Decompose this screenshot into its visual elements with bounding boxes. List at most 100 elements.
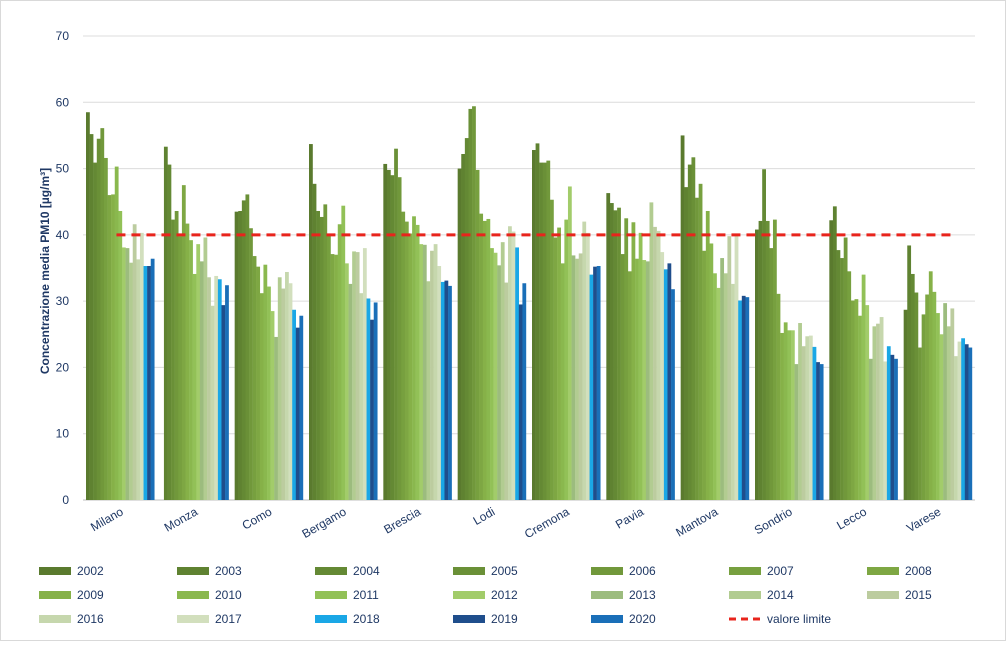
bar-sondrio-2006 [769,248,774,500]
bar-como-2002 [234,211,239,500]
legend-label: 2016 [77,612,104,626]
bar-brescia-2018 [440,281,445,500]
bar-bergamo-2015 [355,252,360,500]
bar-brescia-2019 [444,280,449,500]
bar-varese-2005 [914,292,919,500]
bar-milano-2007 [103,157,108,500]
bar-monza-2004 [167,164,172,500]
bar-cremona-2016 [582,221,587,500]
legend-swatch [591,591,623,599]
bar-mantova-2010 [709,243,714,500]
bar-mantova-2002 [680,135,685,500]
bar-sondrio-2004 [762,169,766,501]
bar-pavia-2004 [613,210,618,500]
bar-cremona-2010 [560,263,565,500]
bar-bergamo-2011 [341,205,346,500]
bar-como-2008 [256,266,261,500]
bar-como-2004 [241,200,246,500]
bar-mantova-2008 [702,250,707,500]
bar-brescia-2020 [448,285,452,500]
bar-milano-2013 [125,248,130,500]
legend-swatch [453,567,485,575]
bar-pavia-2008 [627,271,632,500]
y-tick-label: 10 [56,427,70,441]
bar-mantova-2005 [691,157,696,501]
bar-monza-2019 [221,305,226,500]
bar-bergamo-2006 [323,204,328,500]
bar-sondrio-2017 [808,335,813,500]
bar-monza-2014 [203,237,208,500]
bar-milano-2012 [121,247,126,500]
bar-lecco-2012 [865,305,870,500]
bar-lecco-2010 [858,315,862,500]
bar-monza-2008 [181,185,186,500]
legend-swatch [729,591,761,599]
x-tick-label: Como [240,504,275,532]
bar-sondrio-2019 [816,362,820,500]
y-tick-label: 20 [56,360,70,374]
bar-cremona-2004 [539,162,543,501]
bar-bergamo-2020 [373,302,378,500]
bar-brescia-2014 [426,281,431,500]
bar-varese-2003 [907,245,912,500]
bar-pavia-2002 [606,193,611,500]
bars [86,106,973,501]
bar-varese-2016 [954,356,958,500]
bar-lodi-2003 [461,153,466,501]
bar-bergamo-2016 [359,293,364,500]
bar-lodi-2016 [508,226,512,501]
bar-pavia-2005 [617,207,621,500]
legend-label: 2020 [629,612,656,626]
x-tick-label: Pavia [613,504,646,531]
y-tick-label: 0 [62,493,69,507]
legend-label: 2006 [629,564,656,578]
legend-swatch [39,591,71,599]
bar-lodi-2014 [500,242,505,500]
bar-pavia-2020 [671,289,675,500]
bar-milano-2015 [132,224,137,500]
bar-pavia-2007 [624,218,629,501]
bar-brescia-2007 [401,211,406,500]
x-tick-label: Cremona [522,504,572,541]
bar-cremona-2012 [567,186,572,500]
bar-cremona-2003 [535,143,540,500]
bar-varese-2004 [910,273,915,500]
legend-item: 2018 [315,612,380,626]
bar-sondrio-2002 [755,229,759,501]
legend-item: 2008 [867,564,932,578]
bar-sondrio-2007 [772,219,777,501]
bar-como-2010 [263,264,268,500]
bar-bergamo-2008 [330,254,335,500]
legend-item: 2016 [39,612,104,626]
bar-como-2015 [281,288,286,500]
legend-item: 2002 [39,564,104,578]
bar-lecco-2018 [886,346,891,500]
legend-item: 2014 [729,588,794,602]
bar-como-2016 [285,271,289,500]
bar-varese-2010 [932,291,937,500]
bar-mantova-2006 [695,197,699,501]
bar-bergamo-2018 [366,298,371,500]
legend: 2002 2003 2004 2005 2006 2007 2008 2009 2010 2011… [39,564,932,626]
bar-monza-2020 [225,285,229,500]
bar-pavia-2017 [660,252,665,500]
y-axis-label: Concentrazione media PM10 [µg/m³] [38,168,52,374]
legend-label: 2018 [353,612,380,626]
legend-label: 2013 [629,588,656,602]
legend-swatch [315,567,347,575]
bar-lecco-2020 [894,358,898,500]
bar-mantova-2012 [716,287,721,500]
bar-pavia-2016 [656,230,661,500]
bar-monza-2007 [178,236,183,500]
bar-sondrio-2011 [787,330,792,500]
bar-lecco-2002 [829,220,834,500]
bar-brescia-2012 [419,244,424,500]
legend-item: 2004 [315,564,380,578]
bar-monza-2006 [174,210,179,501]
bar-milano-2008 [107,195,112,500]
bar-lodi-2002 [457,168,462,500]
bar-sondrio-2008 [776,293,781,500]
legend-label: 2007 [767,564,794,578]
bar-brescia-2005 [394,148,398,500]
bar-brescia-2003 [386,169,391,500]
